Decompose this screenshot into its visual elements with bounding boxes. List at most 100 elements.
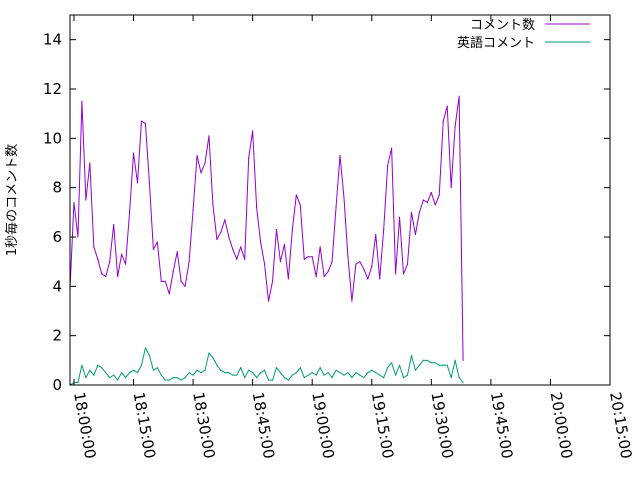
legend-label: コメント数 [470, 18, 535, 33]
data-point [117, 275, 119, 278]
y-tick-label: 12 [43, 80, 62, 98]
series-layer [69, 95, 464, 386]
data-point [398, 216, 401, 218]
data-point [343, 374, 345, 376]
data-point [176, 251, 178, 253]
data-point [188, 261, 190, 263]
data-point [422, 199, 424, 201]
data-point [228, 236, 230, 238]
data-point [228, 372, 230, 374]
data-point [93, 246, 95, 248]
data-point [402, 273, 405, 275]
data-point [121, 372, 123, 374]
data-point [446, 105, 448, 107]
data-point [184, 377, 186, 379]
data-point [156, 367, 158, 369]
data-point [232, 248, 234, 250]
series-line [69, 347, 464, 386]
data-point [267, 379, 270, 381]
data-point [319, 246, 321, 248]
data-point [359, 261, 361, 263]
data-point [263, 263, 266, 265]
data-point [101, 367, 103, 369]
data-point [148, 182, 151, 184]
data-point [220, 369, 222, 371]
data-point [263, 369, 266, 371]
data-point [168, 379, 170, 381]
data-point [236, 258, 238, 260]
data-point [148, 354, 151, 356]
data-point [391, 147, 393, 149]
data-point [287, 278, 289, 280]
data-point [212, 204, 214, 206]
plot-frame [69, 14, 611, 386]
data-point [339, 155, 341, 157]
data-point [208, 135, 210, 137]
data-point [311, 256, 313, 258]
data-point [244, 258, 246, 260]
data-point [331, 261, 333, 263]
data-point [335, 369, 337, 371]
y-tick-label: 4 [52, 277, 62, 295]
data-point [426, 359, 428, 361]
y-tick-label: 6 [52, 228, 62, 246]
data-point [152, 248, 154, 250]
data-point [132, 369, 135, 371]
data-point [295, 372, 297, 374]
data-point [359, 374, 361, 376]
series-line [69, 95, 464, 361]
data-point [299, 204, 301, 206]
data-point [236, 374, 238, 376]
data-point [232, 374, 234, 376]
data-point [172, 377, 174, 379]
data-point [387, 367, 389, 369]
data-point [252, 130, 254, 132]
data-point [438, 364, 440, 366]
data-point [196, 369, 198, 371]
data-point [176, 377, 178, 379]
data-point [136, 372, 139, 374]
data-point [323, 374, 325, 376]
data-point [204, 162, 206, 164]
data-point [299, 367, 301, 369]
data-point [85, 377, 87, 379]
data-point [315, 374, 317, 376]
data-point [462, 359, 464, 361]
series-2 [69, 347, 464, 386]
data-point [410, 211, 413, 213]
data-point [196, 155, 198, 157]
data-point [367, 372, 369, 374]
series-1 [69, 95, 464, 361]
data-point [279, 261, 282, 263]
data-point [220, 231, 222, 233]
data-point [414, 233, 417, 236]
data-point [311, 372, 313, 374]
data-point [224, 219, 226, 221]
data-point [394, 273, 397, 275]
data-point [208, 352, 210, 354]
data-point [422, 359, 424, 361]
data-point [200, 172, 202, 174]
data-point [375, 372, 377, 374]
data-point [367, 278, 369, 280]
data-point [454, 359, 456, 361]
data-point [291, 229, 293, 231]
data-point [442, 120, 444, 122]
data-point [128, 211, 131, 213]
data-point [426, 201, 428, 204]
data-point [73, 201, 75, 204]
data-point [248, 369, 250, 371]
data-point [343, 196, 345, 199]
data-point [124, 377, 127, 379]
data-point [327, 372, 329, 374]
data-point [156, 241, 158, 243]
data-point [81, 100, 83, 102]
data-point [375, 233, 377, 236]
data-point [240, 246, 242, 248]
data-point [323, 275, 325, 278]
data-point [140, 364, 143, 366]
data-point [438, 194, 440, 196]
data-point [105, 372, 107, 374]
data-point [391, 362, 393, 364]
data-point [283, 377, 286, 379]
